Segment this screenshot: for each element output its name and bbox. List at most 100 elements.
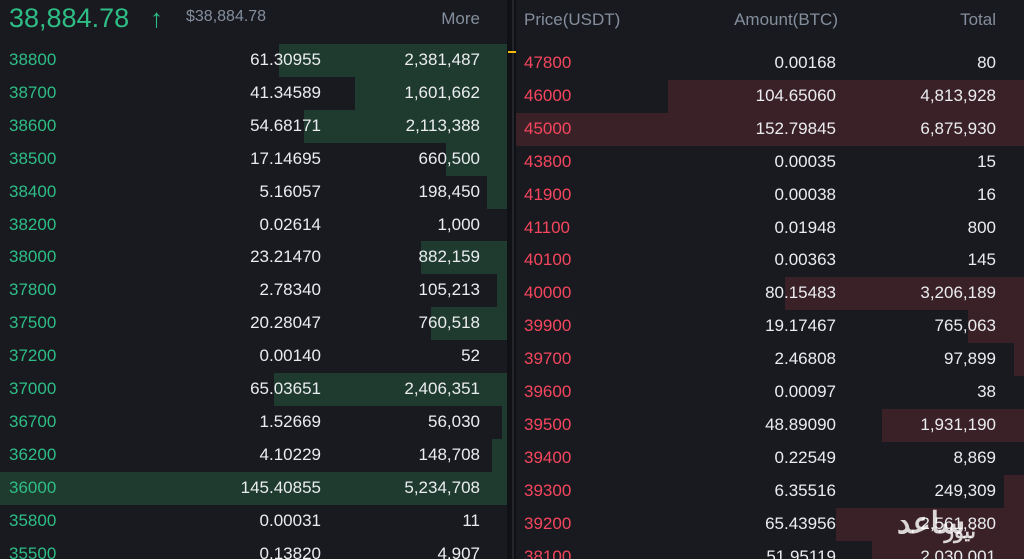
divider-line [512,0,514,559]
amount-cell: 65.03651 [250,379,321,398]
bid-row[interactable]: 38400 5.16057 198,450 [0,175,507,209]
ask-row[interactable]: 45000 152.79845 6,875,930 [516,112,1024,146]
price-cell: 38000 [9,247,57,267]
price-cell: 37800 [9,280,57,300]
price-cell: 38800 [9,50,57,69]
bid-row[interactable]: 36200 4.10229 148,708 [0,438,507,472]
ask-row[interactable]: 47800 0.00168 80 [516,47,1024,80]
bid-row[interactable]: 37500 20.28047 760,518 [0,307,507,341]
price-cell: 38400 [9,181,57,201]
total-cell: 8,869 [953,447,996,467]
bid-row[interactable]: 35500 0.13820 4,907 [0,538,507,559]
bid-row[interactable]: 38000 23.21470 882,159 [0,241,507,275]
total-cell: 660,500 [418,148,480,168]
ask-row[interactable]: 41100 0.01948 800 [516,212,1024,245]
amount-cell: 0.00035 [774,151,836,171]
price-cell: 38600 [9,115,57,135]
bid-row[interactable]: 36000 145.40855 5,234,708 [0,471,507,505]
price-cell: 37500 [9,313,57,333]
depth-bar [430,307,507,341]
bid-row[interactable]: 38500 17.14695 660,500 [0,142,507,176]
depth-bar [1003,474,1024,508]
ask-row[interactable]: 38100 51.95119 2,030,001 [516,540,1024,559]
amount-cell: 1.52669 [259,411,321,431]
bid-row[interactable]: 38600 54.68171 2,113,388 [0,109,507,143]
asks-panel: Price(USDT) Amount(BTC) Total 47800 0.001… [516,0,1024,559]
amount-cell: 0.13820 [259,543,321,559]
total-cell: 5,234,708 [404,477,480,497]
bid-row[interactable]: 37200 0.00140 52 [0,340,507,373]
ask-row[interactable]: 39600 0.00097 38 [516,376,1024,409]
price-cell: 39600 [524,382,572,401]
ask-row[interactable]: 41900 0.00038 16 [516,179,1024,212]
price-cell: 38700 [9,82,57,102]
price-cell: 43800 [524,151,572,171]
amount-cell: 0.00140 [259,346,321,366]
bid-row[interactable]: 38200 0.02614 1,000 [0,209,507,242]
depth-bar [354,76,507,110]
ask-row[interactable]: 39400 0.22549 8,869 [516,442,1024,475]
ask-row[interactable]: 39200 65.43956 2,561,880 [516,507,1024,541]
amount-cell: 2.46808 [774,349,836,369]
depth-marker [508,51,516,53]
price-cell: 35800 [9,510,57,530]
order-book-header: 38,884.78 ↑ $38,884.78 More [0,0,507,40]
ask-row[interactable]: 39300 6.35516 249,309 [516,474,1024,508]
bid-row[interactable]: 35800 0.00031 11 [0,505,507,538]
total-cell: 4,907 [437,543,480,559]
depth-bar [836,507,1024,541]
ask-row[interactable]: 40000 80.15483 3,206,189 [516,277,1024,311]
price-cell: 46000 [524,85,572,105]
ask-row[interactable]: 39900 19.17467 765,063 [516,310,1024,344]
bid-row[interactable]: 38800 61.30955 2,381,487 [0,44,507,77]
more-link[interactable]: More [441,9,480,28]
depth-bar [420,241,507,275]
price-cell: 37000 [9,379,57,398]
ask-row[interactable]: 40100 0.00363 145 [516,244,1024,277]
amount-cell: 0.00097 [774,382,836,401]
amount-cell: 2.78340 [259,280,321,300]
depth-bar [273,373,507,406]
price-cell: 40000 [524,283,572,303]
amount-cell: 152.79845 [755,118,836,138]
ask-row[interactable]: 39500 48.89090 1,931,190 [516,408,1024,442]
depth-bar [881,408,1024,442]
total-cell: 56,030 [428,411,480,431]
ask-row[interactable]: 43800 0.00035 15 [516,146,1024,179]
depth-bar [1013,343,1024,377]
price-cell: 41900 [524,184,572,204]
total-cell: 97,899 [944,349,996,369]
amount-cell: 54.68171 [250,115,321,135]
total-cell: 11 [462,510,480,530]
total-cell: 52 [461,346,480,366]
total-cell: 249,309 [934,480,996,500]
total-cell: 145 [967,250,996,270]
total-cell: 148,708 [418,444,480,464]
price-cell: 36700 [9,411,57,431]
amount-cell: 4.10229 [259,444,321,464]
total-cell: 2,381,487 [404,50,480,69]
total-cell: 1,000 [437,214,480,234]
depth-bar [0,471,507,505]
depth-bar [446,142,507,176]
depth-bar [501,405,507,439]
total-cell: 760,518 [418,313,480,333]
bid-row[interactable]: 37000 65.03651 2,406,351 [0,373,507,406]
price-cell: 39200 [524,513,572,533]
bid-row[interactable]: 36700 1.52669 56,030 [0,405,507,439]
mark-price: $38,884.78 [186,8,267,25]
amount-cell: 0.00168 [774,53,836,72]
depth-bar [278,44,507,77]
price-cell: 39400 [524,447,572,467]
ask-row[interactable]: 46000 104.65060 4,813,928 [516,79,1024,113]
bid-row[interactable]: 37800 2.78340 105,213 [0,274,507,308]
price-cell: 39300 [524,480,572,500]
price-cell: 47800 [524,53,572,72]
depth-bar [871,540,1024,559]
amount-cell: 48.89090 [765,414,836,434]
ask-row[interactable]: 39700 2.46808 97,899 [516,343,1024,377]
total-cell: 15 [977,151,996,171]
amount-cell: 65.43956 [765,513,836,533]
bid-row[interactable]: 38700 41.34589 1,601,662 [0,76,507,110]
